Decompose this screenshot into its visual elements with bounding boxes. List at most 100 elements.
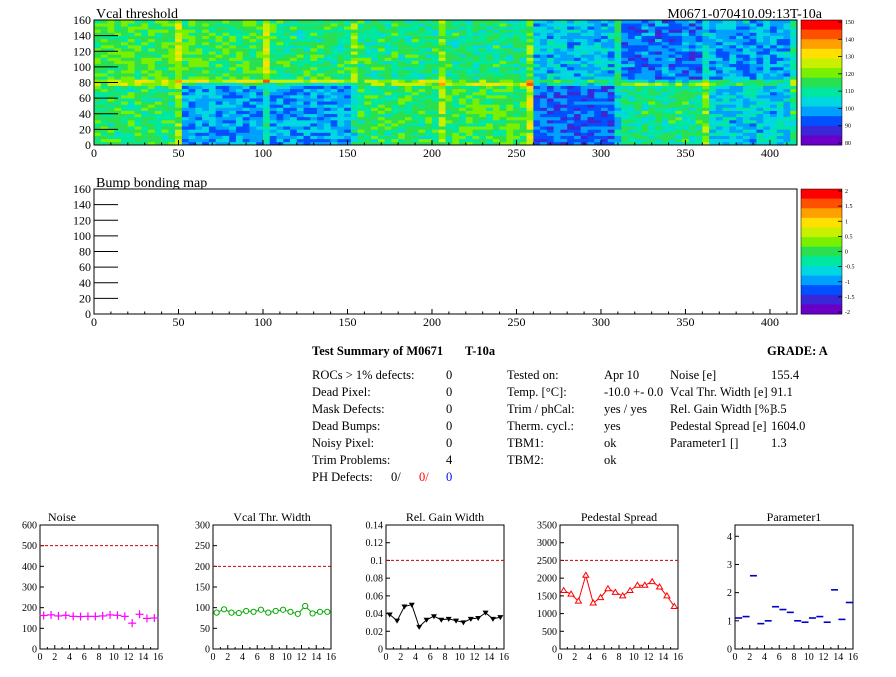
heatmap-cell xyxy=(628,54,636,58)
heatmap-cell xyxy=(175,73,183,77)
heatmap-cell xyxy=(763,20,771,24)
heatmap-cell xyxy=(452,79,460,83)
heatmap-cell xyxy=(573,107,581,111)
heatmap-cell xyxy=(371,126,379,130)
heatmap-cell xyxy=(655,48,663,52)
series-line xyxy=(216,605,328,615)
heatmap-cell xyxy=(459,120,467,124)
x-tick-label: 0 xyxy=(38,652,43,663)
heatmap-cell xyxy=(134,85,142,90)
heatmap-cell xyxy=(776,20,784,24)
heatmap-cell xyxy=(702,107,710,111)
heatmap-cell xyxy=(154,129,162,133)
heatmap-cell xyxy=(783,98,791,102)
heatmap-cell xyxy=(425,76,433,80)
heatmap-cell xyxy=(134,101,142,105)
condition-label: Therm. cycl.: xyxy=(507,419,574,433)
heatmap-cell xyxy=(404,123,412,127)
heatmap-cell xyxy=(546,41,554,46)
heatmap-cell xyxy=(459,29,467,33)
heatmap-cell xyxy=(675,98,683,102)
heatmap-cell xyxy=(709,48,717,52)
heatmap-cell xyxy=(107,32,115,36)
heatmap-cell xyxy=(668,32,676,36)
heatmap-cell xyxy=(479,51,487,55)
ph-defects-value: 0/ xyxy=(391,470,401,484)
heatmap-cell xyxy=(742,101,750,105)
heatmap-cell xyxy=(614,138,622,143)
heatmap-cell xyxy=(621,129,629,133)
heatmap-cell xyxy=(533,79,541,83)
heatmap-cell xyxy=(330,38,338,43)
heatmap-cell xyxy=(736,79,744,83)
heatmap-cell xyxy=(655,91,663,96)
heatmap-cell xyxy=(479,73,487,77)
heatmap-cell xyxy=(202,107,210,111)
heatmap-cell xyxy=(742,79,750,83)
heatmap-cell xyxy=(661,135,669,140)
heatmap-cell xyxy=(269,141,277,146)
heatmap-cell xyxy=(594,104,602,108)
heatmap-cell xyxy=(675,85,683,90)
heatmap-cell xyxy=(621,66,629,71)
heatmap-cell xyxy=(749,20,757,24)
heatmap-cell xyxy=(222,70,230,74)
heatmap-cell xyxy=(100,79,108,83)
heatmap-cell xyxy=(350,116,358,121)
heatmap-cell xyxy=(398,57,406,61)
color-scale-frame xyxy=(800,19,843,146)
heatmap-cell xyxy=(256,66,264,71)
heatmap-cell xyxy=(526,110,534,115)
heatmap-cell xyxy=(283,135,291,140)
heatmap-cell xyxy=(526,51,534,55)
heatmap-cell xyxy=(398,132,406,136)
heatmap-cell xyxy=(121,54,129,58)
heatmap-cell xyxy=(526,82,534,86)
heatmap-cell xyxy=(175,113,183,118)
heatmap-cell xyxy=(276,48,284,52)
heatmap-cell xyxy=(161,101,169,105)
heatmap-cell xyxy=(262,110,271,115)
heatmap-cell xyxy=(161,76,169,80)
heatmap-cell xyxy=(148,88,156,93)
heatmap-cell xyxy=(472,38,480,43)
heatmap-cell xyxy=(634,76,642,80)
x-tick-label: 400 xyxy=(761,315,779,329)
heatmap-cell xyxy=(655,60,663,65)
data-point xyxy=(135,610,144,619)
heatmap-cell xyxy=(310,98,318,102)
heatmap-cell xyxy=(709,141,717,146)
heatmap-cell xyxy=(229,54,237,58)
heatmap-cell xyxy=(215,41,223,46)
heatmap-cell xyxy=(202,54,210,58)
heatmap-cell xyxy=(357,38,365,43)
heatmap-cell xyxy=(168,138,176,143)
heatmap-cell xyxy=(215,123,223,127)
heatmap-cell xyxy=(404,85,412,90)
y-tick-label: 250 xyxy=(195,541,210,552)
heatmap-cell xyxy=(229,38,237,43)
heatmap-cell xyxy=(594,141,602,146)
heatmap-cell xyxy=(94,120,102,124)
heatmap-cell xyxy=(513,73,521,77)
heatmap-cell xyxy=(695,138,703,143)
heatmap-cell xyxy=(154,20,162,24)
heatmap-cell xyxy=(600,88,609,93)
heatmap-cell xyxy=(769,38,778,43)
heatmap-cell xyxy=(614,76,622,80)
heatmap-cell xyxy=(553,110,561,115)
heatmap-cell xyxy=(702,91,710,96)
heatmap-cell xyxy=(607,48,615,52)
heatmap-cell xyxy=(668,60,676,65)
heatmap-cell xyxy=(472,57,480,61)
data-point xyxy=(324,608,331,615)
heatmap-cell xyxy=(459,38,467,43)
heatmap-cell xyxy=(756,110,764,115)
heatmap-cell xyxy=(655,54,663,58)
heatmap-cell xyxy=(364,63,372,68)
heatmap-cell xyxy=(148,85,156,90)
heatmap-cell xyxy=(121,98,129,102)
data-point xyxy=(581,571,590,578)
heatmap-cell xyxy=(783,60,791,65)
heatmap-cell xyxy=(648,38,656,43)
